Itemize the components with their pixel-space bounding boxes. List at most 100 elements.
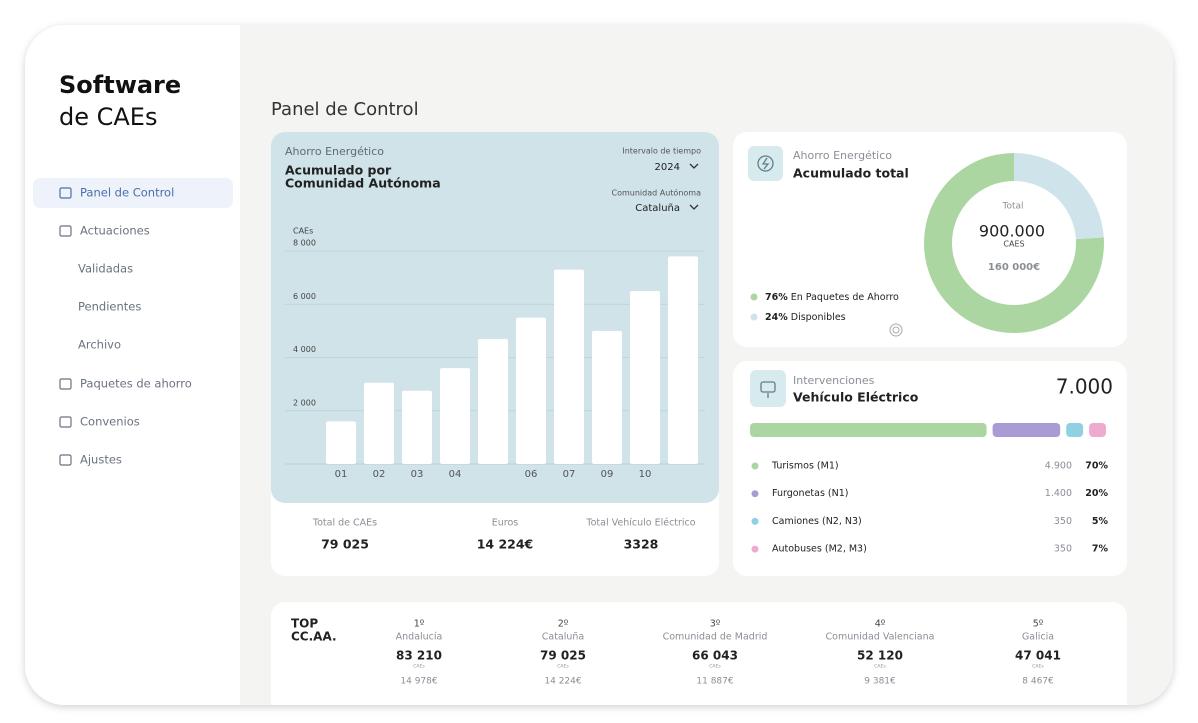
- filter-label: Comunidad Autónoma: [612, 188, 702, 198]
- x-tick-label: 06: [525, 469, 538, 480]
- chevron[interactable]: [689, 204, 699, 210]
- x-tick-label: 02: [373, 469, 386, 480]
- bar-segment: [1089, 423, 1106, 437]
- legend-label: Turismos (M1): [771, 461, 839, 472]
- region-name: Andalucía: [396, 632, 443, 643]
- bar-segment: [750, 423, 987, 437]
- donut-segment: [1014, 153, 1104, 240]
- legend-dot: [751, 490, 759, 498]
- y-tick-label: 2 000: [293, 398, 316, 407]
- bar-segment: [1066, 423, 1084, 437]
- legend-dot: [751, 517, 759, 525]
- region-caes: 66 043: [692, 649, 738, 663]
- legend-dot: [751, 545, 759, 553]
- legend-share: 7%: [1092, 544, 1109, 555]
- y-tick-label: 6 000: [293, 292, 316, 301]
- region-caes: 52 120: [857, 649, 903, 663]
- card: [733, 361, 1127, 576]
- legend-value: 1.400: [1045, 488, 1072, 499]
- region-unit: CAEs: [1032, 664, 1044, 670]
- legend-share: 5%: [1092, 516, 1109, 527]
- top-title: TOP: [291, 617, 318, 631]
- bar: [402, 390, 432, 464]
- bar: [440, 368, 470, 464]
- x-tick-label: 03: [411, 469, 424, 480]
- filter-value[interactable]: Cataluña: [635, 203, 680, 214]
- center-label: Total: [1001, 202, 1023, 212]
- summary-value: 14 224€: [477, 537, 534, 552]
- total: 7.000: [1056, 375, 1113, 399]
- legend-dot: [750, 313, 758, 321]
- card-title: Acumulado por: [285, 163, 392, 178]
- filter-label: Intervalo de tiempo: [622, 147, 701, 156]
- content: Software de CAEs Panel de Control Ahorro…: [33, 25, 1173, 705]
- nav-subitem[interactable]: Pendientes: [78, 300, 141, 314]
- nav-item[interactable]: Paquetes de ahorro: [80, 377, 192, 391]
- region-name: Cataluña: [542, 632, 585, 643]
- nav-icon: [59, 416, 72, 428]
- center-unit: CAES: [1003, 240, 1024, 249]
- legend-item: 76% En Paquetes de Ahorro: [765, 292, 899, 303]
- bar: [630, 290, 660, 464]
- x-tick-label: 10: [639, 469, 652, 480]
- region-euros: 8 467€: [1022, 677, 1054, 687]
- icon: [761, 157, 770, 170]
- info-icon: [892, 326, 900, 334]
- legend-label: Furgonetas (N1): [772, 488, 849, 499]
- legend-dot: [750, 293, 758, 301]
- legend-item: 24% Disponibles: [765, 312, 846, 323]
- legend-value: 350: [1054, 516, 1072, 527]
- legend-value: 24%: [765, 312, 788, 323]
- region-unit: CAEs: [874, 664, 886, 670]
- summary-label: Total Vehículo Eléctrico: [585, 518, 695, 529]
- bar: [516, 317, 546, 464]
- card-title: Acumulado total: [793, 166, 909, 181]
- region-euros: 11 887€: [696, 677, 733, 687]
- region-name: Galicia: [1022, 632, 1054, 643]
- icon: [760, 381, 776, 393]
- bar: [326, 421, 356, 464]
- info-icon[interactable]: [889, 323, 903, 337]
- nav-item[interactable]: Ajustes: [80, 453, 122, 467]
- card: [271, 602, 1127, 705]
- rank: 2º: [558, 619, 569, 630]
- bar: [554, 269, 584, 464]
- chevron[interactable]: [689, 163, 699, 169]
- card-subtitle: Intervenciones: [793, 374, 875, 387]
- bar-segment: [992, 423, 1061, 437]
- summary-value: 3328: [624, 537, 659, 552]
- nav-item[interactable]: Panel de Control: [80, 186, 174, 200]
- region-euros: 14 978€: [400, 677, 437, 687]
- card-title: Comunidad Autónoma: [285, 176, 441, 191]
- legend-dot: [751, 462, 759, 470]
- legend-share: 20%: [1085, 488, 1108, 499]
- bar: [364, 382, 394, 464]
- nav-icon: [59, 225, 72, 237]
- rank: 3º: [710, 619, 721, 630]
- legend-label: Autobuses (M2, M3): [772, 544, 867, 555]
- summary-value: 79 025: [321, 537, 369, 552]
- nav-subitem[interactable]: Validadas: [78, 262, 133, 276]
- region-unit: CAEs: [709, 664, 721, 670]
- region-caes: 47 041: [1015, 649, 1061, 663]
- legend-label: Camiones (N2, N3): [772, 516, 862, 527]
- nav-subitem[interactable]: Archivo: [78, 338, 121, 352]
- card-title: Vehículo Eléctrico: [793, 390, 919, 405]
- summary-label: Euros: [492, 518, 519, 529]
- rank: 4º: [875, 619, 886, 630]
- bar: [592, 330, 622, 464]
- region-name: Comunidad de Madrid: [663, 632, 768, 643]
- nav-icon: [59, 187, 72, 199]
- nav-item[interactable]: Convenios: [80, 415, 140, 429]
- bar: [478, 338, 508, 464]
- page-title: Panel de Control: [271, 99, 419, 120]
- region-name: Comunidad Valenciana: [826, 632, 935, 643]
- nav-item[interactable]: Actuaciones: [80, 224, 150, 238]
- icon-box: [750, 370, 786, 407]
- center-amount: 160 000€: [988, 262, 1040, 273]
- region-caes: 79 025: [540, 649, 586, 663]
- region-euros: 14 224€: [544, 677, 581, 687]
- filter-value[interactable]: 2024: [655, 162, 680, 173]
